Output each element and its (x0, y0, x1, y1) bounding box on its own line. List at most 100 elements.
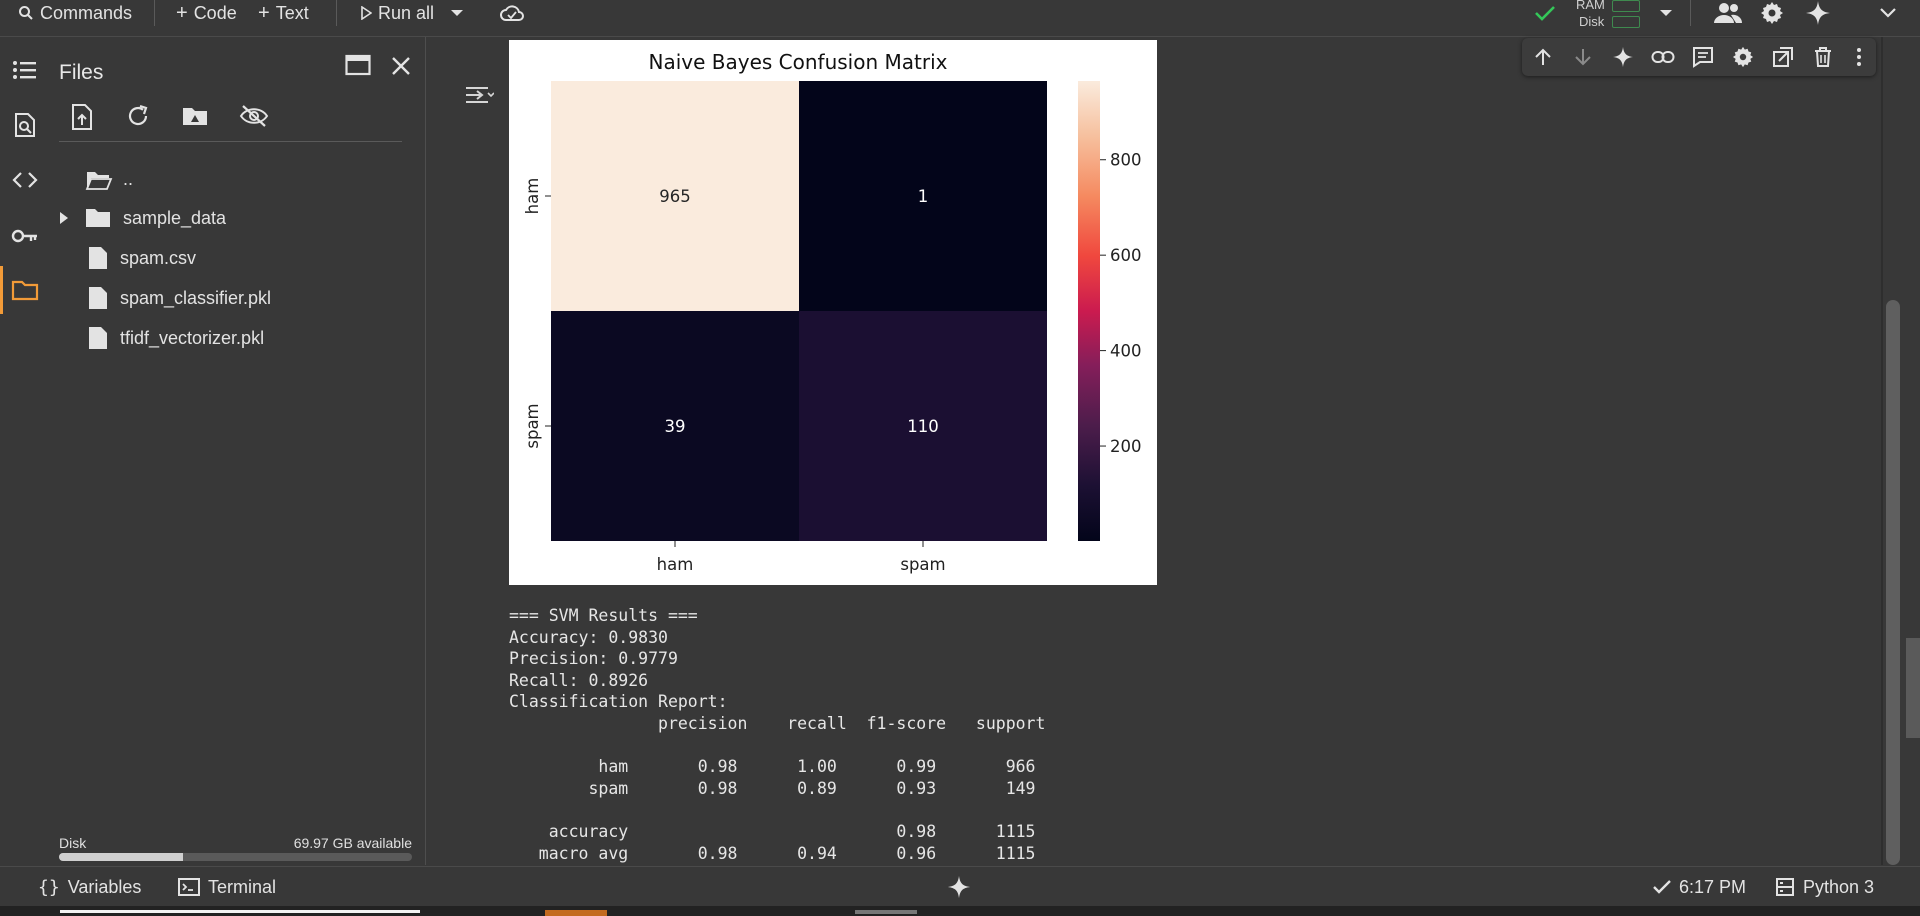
add-comment-button[interactable] (1691, 45, 1715, 69)
plus-icon: + (176, 1, 188, 24)
connected-check-icon[interactable] (1534, 0, 1556, 26)
add-code-label: Code (193, 2, 237, 23)
add-code-button[interactable]: + Code (176, 0, 237, 26)
disk-label: Disk (1579, 14, 1605, 29)
file-upload-icon (72, 104, 92, 130)
move-cell-down-button[interactable] (1571, 45, 1595, 69)
outer-scroll-indicator (1906, 638, 1920, 738)
mirror-cell-button[interactable] (1771, 45, 1795, 69)
move-cell-up-button[interactable] (1531, 45, 1555, 69)
gear-icon (1732, 46, 1754, 68)
disk-usage-bar (1612, 16, 1640, 28)
files-panel: Files .. sample_data spam.csv spam_class… (48, 37, 426, 865)
window-icon (345, 54, 371, 76)
close-panel-button[interactable] (390, 55, 414, 79)
report-line: Precision: 0.9779 (509, 649, 678, 669)
gemini-cell-button[interactable] (1611, 45, 1635, 69)
report-line (509, 735, 1045, 757)
play-icon (361, 6, 372, 20)
file-row-tfidf-vectorizer[interactable]: tfidf_vectorizer.pkl (88, 322, 264, 354)
gemini-status-button[interactable] (947, 875, 971, 899)
report-line (509, 799, 1045, 821)
top-toolbar: Commands + Code + Text Run all RAM Disk (0, 0, 1920, 37)
gemini-button[interactable] (1805, 0, 1831, 26)
secrets-button[interactable] (10, 221, 40, 251)
y-tick-label: spam (523, 403, 542, 448)
disk-usage-fill (59, 853, 183, 861)
search-icon (19, 6, 33, 20)
cell-toolbar (1522, 38, 1876, 76)
toggle-hidden-files-button[interactable] (239, 104, 269, 130)
toolbar-divider (336, 0, 337, 26)
delete-cell-button[interactable] (1811, 45, 1835, 69)
file-row-spam-classifier[interactable]: spam_classifier.pkl (88, 282, 271, 314)
output-settings-icon (466, 87, 494, 103)
upload-file-button[interactable] (70, 103, 96, 131)
variables-label: Variables (67, 876, 142, 897)
run-options-dropdown[interactable] (450, 0, 464, 26)
run-all-button[interactable]: Run all (360, 0, 434, 26)
more-vert-icon (1857, 48, 1861, 66)
run-all-label: Run all (378, 2, 435, 23)
collapse-header-button[interactable] (1879, 0, 1897, 26)
caret-down-icon (1660, 10, 1672, 16)
heatmap-cell (551, 311, 799, 541)
taskbar-indicator (855, 910, 917, 914)
scrollbar-thumb[interactable] (1886, 300, 1900, 865)
file-icon (89, 327, 107, 349)
x-tick-label: ham (657, 555, 694, 574)
files-button[interactable] (10, 275, 40, 305)
execution-time: 6:17 PM (1679, 876, 1747, 897)
comment-icon (1693, 47, 1713, 68)
braces-icon: {} (38, 876, 60, 898)
report-line: === SVM Results === (509, 606, 698, 625)
folder-open-icon (85, 172, 113, 190)
output-toggle-button[interactable] (464, 82, 494, 112)
left-rail (0, 37, 48, 865)
status-bar: {} Variables Terminal 6:17 PM Python 3 (0, 866, 1920, 907)
file-row-sample-data[interactable]: sample_data (58, 202, 226, 234)
execution-status[interactable]: 6:17 PM (1653, 875, 1746, 899)
disk-available-text: 69.97 GB available (293, 835, 412, 851)
active-rail-indicator (0, 266, 3, 314)
copy-link-button[interactable] (1651, 45, 1675, 69)
list-icon (13, 61, 36, 79)
sparkle-icon (1612, 46, 1634, 68)
toolbar-divider (154, 0, 155, 26)
table-of-contents-button[interactable] (10, 55, 40, 85)
find-replace-button[interactable] (10, 110, 40, 140)
file-row-spam-csv[interactable]: spam.csv (88, 242, 196, 274)
report-line: Classification Report: (509, 692, 728, 712)
drive-sync-button[interactable] (499, 0, 525, 26)
trash-icon (1815, 47, 1831, 67)
heatmap-cell-label: 110 (907, 417, 939, 436)
more-options-button[interactable] (1847, 45, 1871, 69)
variables-button[interactable]: {} Variables (38, 875, 141, 899)
file-name: sample_data (123, 207, 227, 228)
cell-settings-button[interactable] (1731, 45, 1755, 69)
colorbar-tick-label: 400 (1110, 342, 1142, 361)
commands-button[interactable]: Commands (18, 0, 132, 26)
x-tick-label: spam (900, 555, 945, 574)
heatmap-cell (799, 311, 1047, 541)
disk-usage-label: Disk (59, 835, 87, 851)
share-button[interactable] (1713, 0, 1743, 26)
server-icon (1776, 878, 1794, 896)
sparkle-icon (947, 875, 971, 899)
code-snippets-button[interactable] (10, 165, 40, 195)
runtime-type-button[interactable]: Python 3 (1775, 875, 1874, 899)
refresh-button[interactable] (126, 104, 152, 130)
open-in-tab-button[interactable] (345, 54, 371, 80)
svm-results-output: === SVM Results === Accuracy: 0.9830 Preci… (509, 605, 1045, 864)
mount-drive-button[interactable] (181, 105, 209, 129)
resources-dropdown[interactable] (1659, 0, 1673, 26)
document-search-icon (15, 113, 35, 137)
add-text-button[interactable]: + Text (258, 0, 309, 26)
heatmap-cell (799, 81, 1047, 311)
file-row-parent[interactable]: .. (85, 163, 133, 195)
gear-icon (1761, 2, 1783, 24)
terminal-button[interactable]: Terminal (178, 875, 276, 899)
file-name: spam.csv (120, 247, 197, 268)
settings-button[interactable] (1760, 0, 1784, 26)
report-line: spam 0.98 0.89 0.93 149 (509, 778, 1036, 798)
